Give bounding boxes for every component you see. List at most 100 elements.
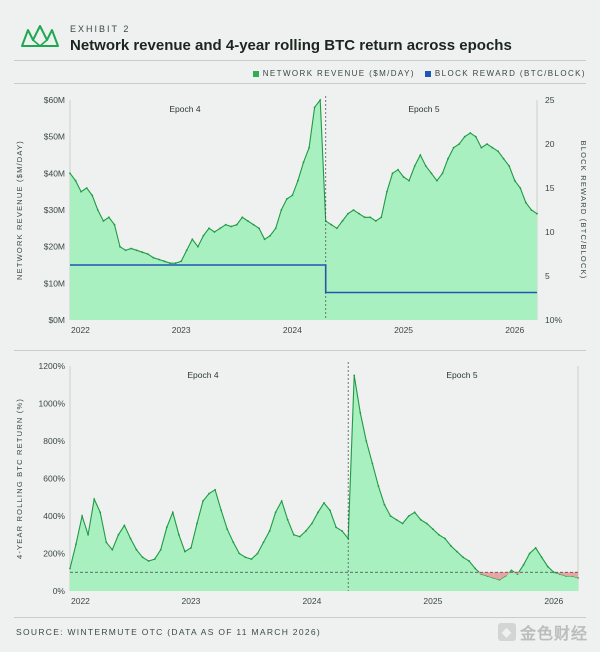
x-tick-label: 2022	[71, 325, 90, 335]
data-point	[519, 187, 522, 189]
data-point	[352, 209, 355, 211]
data-point	[80, 190, 82, 193]
data-point	[159, 548, 162, 551]
data-point	[424, 165, 427, 167]
data-point	[146, 253, 149, 255]
y2-tick-label: 10	[545, 227, 555, 237]
data-point	[530, 209, 533, 211]
data-point	[534, 547, 537, 549]
data-point	[536, 212, 538, 215]
data-point	[522, 563, 525, 566]
revenue-chart: $0M $10M $20M $30M $40M $50M $60M 2022 2023 2024 2…	[15, 95, 588, 335]
data-point	[486, 143, 488, 145]
data-point	[250, 558, 253, 560]
data-point	[383, 503, 386, 506]
data-point	[87, 533, 89, 536]
x-tick-label: 2025	[423, 596, 442, 606]
series-area	[70, 375, 578, 591]
x-tick-label: 2023	[172, 325, 191, 335]
data-point	[252, 223, 255, 226]
legend-swatch-revenue	[252, 70, 259, 77]
data-point	[313, 106, 316, 109]
data-point	[389, 515, 392, 517]
data-point	[124, 249, 127, 252]
data-point	[165, 526, 168, 529]
data-point	[452, 146, 455, 149]
data-point	[298, 535, 301, 538]
y-tick-label: 800%	[43, 436, 65, 446]
x-tick-label: 2023	[181, 596, 200, 606]
data-point	[119, 245, 121, 248]
data-point	[552, 571, 555, 574]
data-point	[105, 541, 108, 544]
data-point	[184, 550, 186, 553]
legend-item-reward: BLOCK REWARD (BTC/BLOCK)	[424, 69, 586, 78]
below-reference-shade	[517, 572, 524, 575]
data-point	[178, 533, 180, 536]
x-tick-label: 2022	[71, 596, 90, 606]
data-point	[341, 220, 344, 222]
data-point	[419, 154, 422, 156]
below-reference-shade	[505, 572, 512, 576]
data-point	[123, 524, 126, 527]
data-point	[311, 522, 313, 525]
data-point	[135, 548, 138, 551]
data-point	[235, 223, 238, 226]
data-point	[462, 556, 464, 559]
data-point	[525, 201, 527, 204]
data-point	[413, 511, 416, 514]
epoch-5-label: Epoch 5	[408, 104, 439, 114]
data-point	[262, 541, 265, 544]
data-point	[93, 498, 96, 500]
data-point	[263, 238, 266, 241]
data-point	[528, 552, 531, 555]
data-point	[540, 556, 543, 559]
data-point	[174, 262, 177, 265]
data-point	[69, 172, 71, 175]
data-point	[202, 234, 205, 237]
data-point	[436, 179, 438, 182]
y-tick-label: 1200%	[39, 361, 66, 371]
data-point	[474, 567, 477, 570]
y2-axis-label: BLOCK REWARD (BTC/BLOCK)	[579, 141, 588, 280]
header: EXHIBIT 2 Network revenue and 4-year rol…	[0, 0, 600, 60]
y-axis-label: NETWORK REVENUE ($M/DAY)	[15, 140, 24, 280]
data-point	[129, 537, 132, 540]
epoch-4-label: Epoch 4	[169, 104, 200, 114]
data-point	[347, 212, 349, 215]
data-point	[330, 223, 333, 226]
data-point	[463, 135, 466, 138]
data-point	[297, 179, 299, 182]
y2-tick-label: 20	[545, 139, 555, 149]
data-point	[450, 545, 452, 547]
x-tick-label: 2024	[302, 596, 321, 606]
data-point	[513, 179, 516, 182]
exhibit-label: EXHIBIT 2	[70, 24, 131, 34]
data-point	[102, 220, 105, 222]
data-point	[474, 135, 477, 138]
data-point	[469, 132, 472, 134]
data-point	[391, 172, 394, 175]
data-point	[75, 543, 77, 545]
data-point	[74, 179, 77, 182]
data-point	[456, 550, 458, 553]
data-point	[91, 194, 94, 197]
below-reference-shade	[559, 572, 566, 576]
data-point	[401, 522, 404, 525]
x-tick-label: 2026	[505, 325, 524, 335]
data-point	[305, 530, 307, 532]
data-point	[444, 537, 446, 540]
data-point	[447, 157, 449, 160]
data-point	[363, 216, 366, 219]
data-point	[208, 492, 211, 495]
data-point	[113, 223, 116, 226]
watermark-text: 金色财经	[519, 626, 588, 643]
data-point	[96, 209, 99, 211]
data-point	[111, 548, 114, 551]
epoch-5-label: Epoch 5	[446, 370, 477, 380]
data-point	[141, 251, 144, 254]
data-point	[190, 547, 192, 549]
series-area	[70, 100, 537, 320]
y-tick-label: 1000%	[39, 399, 66, 409]
below-reference-shade	[553, 572, 560, 575]
